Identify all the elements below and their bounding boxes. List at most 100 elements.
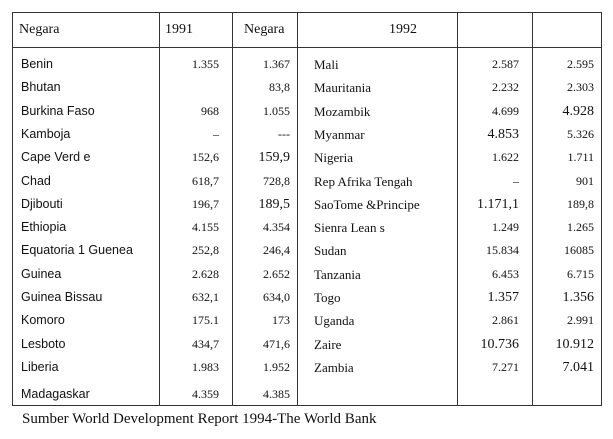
value-1992-a: 1.622: [492, 150, 519, 165]
table-row: Liberia 1.983 1.952 Zambia 7.271 7.041: [13, 356, 601, 379]
country-left: Ethiopia: [21, 220, 67, 235]
table-row: Guinea Bissau 632,1 634,0 Togo 1.357 1.356: [13, 286, 601, 309]
table-row: Equatoria 1 Guenea 252,8 246,4 Sudan 15.834 1…: [13, 239, 601, 262]
value-1991-b: 83,8: [269, 80, 290, 95]
table-row: Burkina Faso 968 1.055 Mozambik 4.699 4.928: [13, 100, 601, 123]
value-1992-a: 6.453: [492, 266, 519, 281]
column-divider: [232, 13, 233, 405]
value-1991-b: 246,4: [263, 243, 290, 258]
table-row: Kamboja – --- Myanmar 4.853 5.326: [13, 123, 601, 146]
value-1992-b: 2.303: [567, 80, 594, 95]
country-left: Equatoria 1 Guenea: [21, 243, 133, 258]
value-1991-b: 1.367: [263, 57, 290, 71]
country-right: SaoTome &Principe: [314, 196, 420, 212]
value-1992-a: [457, 383, 519, 406]
table-row: Ethiopia 4.155 4.354 Sienra Lean s 1.249 1.26…: [13, 216, 601, 239]
value-1991-a: 4.155: [192, 220, 219, 235]
country-right: Rep Afrika Tengah: [314, 173, 413, 189]
table-row: Madagaskar 4.359 4.385: [13, 383, 601, 406]
value-1991-b: 471,6: [263, 336, 290, 351]
country-left: Cape Verd e: [21, 150, 91, 165]
table-row: Lesboto 434,7 471,6 Zaire 10.736 10.912: [13, 333, 601, 356]
header-negara-left: Negara: [19, 22, 60, 37]
value-1991-a: 152,6: [192, 150, 219, 165]
value-1992-a: 4.699: [492, 103, 519, 118]
value-1992-a: –: [513, 173, 519, 188]
value-1992-b: 6.715: [567, 266, 594, 281]
value-1991-a: 618,7: [192, 173, 219, 188]
value-1991-b: 159,9: [258, 150, 291, 166]
column-divider: [297, 13, 298, 405]
value-1992-a: 15.834: [486, 243, 519, 258]
column-divider: [159, 13, 160, 405]
country-right: [314, 383, 456, 406]
country-left: Guinea: [21, 266, 62, 281]
table-row: Cape Verd e 152,6 159,9 Nigeria 1.622 1.711: [13, 146, 601, 169]
value-1991-b: 173: [272, 313, 290, 328]
value-1991-a: 2.628: [192, 266, 219, 281]
table-row: Benin 1.355 1.367 Mali 2.587 2.595: [13, 53, 601, 76]
value-1991-a: 196,7: [192, 196, 219, 211]
value-1991-b: 728,8: [263, 173, 290, 188]
value-1991-a: 252,8: [192, 243, 219, 258]
value-1992-b: 10.912: [555, 336, 595, 352]
value-1992-b: 901: [576, 173, 594, 188]
country-left: Komoro: [21, 313, 65, 328]
country-left: Burkina Faso: [21, 103, 95, 118]
value-1992-b: 5.326: [567, 126, 594, 141]
value-1992-b: [532, 383, 594, 406]
header-year-1991: 1991: [165, 22, 193, 37]
country-right: Mali: [314, 57, 339, 72]
value-1991-a: –: [213, 126, 219, 141]
value-1991-a: 434,7: [192, 336, 219, 351]
value-1992-b: 1.356: [562, 290, 595, 305]
country-left: Lesboto: [21, 336, 66, 351]
value-1992-b: 189,8: [567, 196, 594, 211]
value-1992-a: 10.736: [480, 336, 520, 352]
value-1992-a: 2.861: [492, 313, 519, 328]
country-right: Uganda: [314, 313, 355, 329]
data-table: Negara 1991 Negara 1992 Benin 1.355 1.367 M…: [12, 12, 602, 406]
country-left: Madagaskar: [21, 387, 90, 402]
value-1992-a: 1.171,1: [477, 196, 519, 212]
country-left: Guinea Bissau: [21, 290, 103, 304]
country-left: Bhutan: [21, 80, 61, 95]
value-1992-b: 2.991: [567, 313, 594, 328]
value-1991-b: 1.952: [263, 359, 290, 374]
value-1991-b: 1.055: [263, 103, 290, 118]
source-caption: Sumber World Development Report 1994-The…: [22, 411, 377, 427]
table-row: Komoro 175.1 173 Uganda 2.861 2.991: [13, 309, 601, 332]
country-left: Benin: [21, 57, 53, 71]
value-1991-b: 4.385: [263, 387, 290, 402]
country-right: Myanmar: [314, 126, 365, 142]
country-right: Nigeria: [314, 150, 353, 166]
value-1991-a: 1.983: [192, 359, 219, 374]
value-1992-a: 4.853: [487, 126, 520, 142]
country-right: Zaire: [314, 336, 342, 352]
value-1991-a: 968: [201, 103, 219, 118]
country-right: Togo: [314, 290, 341, 305]
value-1992-b: 2.595: [567, 57, 594, 71]
column-divider: [457, 13, 458, 405]
value-1992-a: 1.357: [487, 290, 520, 305]
value-1992-a: 2.587: [492, 57, 519, 71]
value-1991-b: 189,5: [258, 196, 291, 212]
header-year-1992: 1992: [389, 22, 417, 37]
country-right: Sienra Lean s: [314, 220, 385, 236]
country-right: Mauritania: [314, 80, 372, 96]
table-row: Djibouti 196,7 189,5 SaoTome &Principe 1.171…: [13, 193, 601, 216]
value-1991-a: 4.359: [192, 387, 219, 402]
country-left: Liberia: [21, 359, 59, 374]
table-header: Negara 1991 Negara 1992: [13, 13, 601, 48]
value-1991-a: [159, 76, 219, 99]
value-1992-b: 16085: [564, 243, 594, 258]
country-left: Kamboja: [21, 126, 71, 141]
value-1992-a: 1.249: [492, 220, 519, 235]
table-row: Guinea 2.628 2.652 Tanzania 6.453 6.715: [13, 263, 601, 286]
country-right: Zambia: [314, 359, 354, 375]
header-negara-right: Negara: [244, 22, 285, 37]
value-1991-a: 175.1: [192, 313, 219, 328]
value-1991-a: 632,1: [192, 290, 219, 304]
country-left: Djibouti: [21, 196, 63, 211]
value-1992-b: 1.265: [567, 220, 594, 235]
